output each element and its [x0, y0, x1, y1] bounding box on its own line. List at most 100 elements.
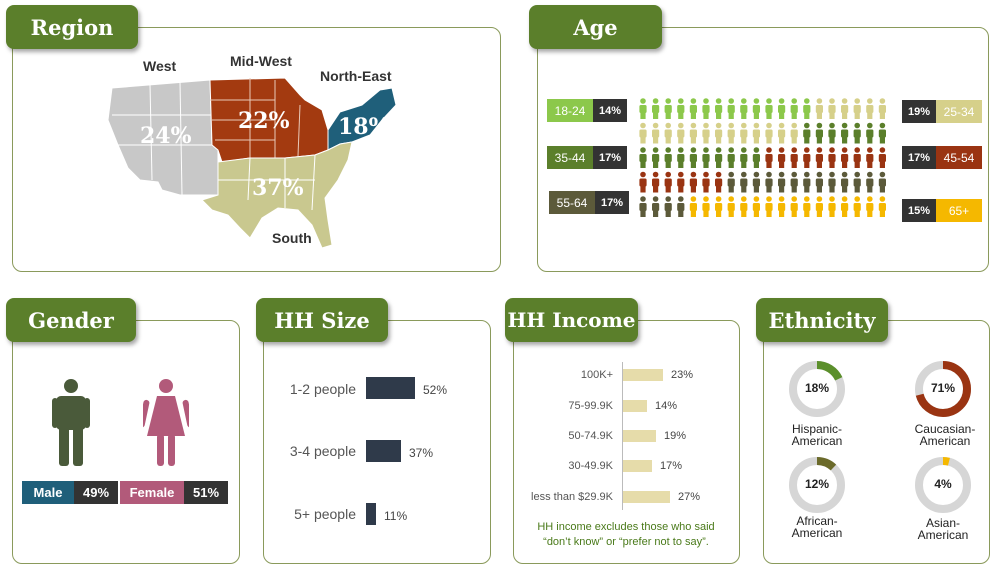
person-icon [866, 98, 874, 119]
person-icon [664, 122, 672, 144]
person-icon [778, 196, 786, 217]
age-label-55-64: 55-64 17% [549, 191, 629, 214]
region-west-name: West [143, 58, 177, 74]
person-icon [639, 171, 647, 193]
person-icon [853, 171, 861, 193]
donut-slice [915, 361, 971, 417]
person-icon [740, 147, 748, 168]
person-icon [652, 196, 660, 217]
person-icon [815, 171, 823, 193]
gender-female-badge: Female 51% [120, 481, 228, 504]
person-icon [677, 196, 685, 217]
ethnicity-label-2-line2: American [791, 526, 843, 540]
age-label-65plus: 15% 65+ [902, 199, 982, 222]
person-icon [677, 98, 685, 119]
region-title: Region [6, 5, 138, 49]
person-icon [841, 122, 849, 144]
hh-income-value-1: 14% [655, 400, 678, 412]
age-25-34-range: 25-34 [936, 100, 982, 123]
person-icon [740, 196, 748, 217]
person-icon [639, 122, 647, 144]
person-icon [740, 171, 748, 193]
person-icon [689, 122, 697, 144]
person-icon [752, 122, 760, 144]
person-icon [841, 98, 849, 119]
hh-income-note-line2: “don’t know” or “prefer not to say”. [543, 536, 709, 548]
person-icon [727, 122, 735, 144]
person-icon [752, 147, 760, 168]
region-midwest-pct: 22% [238, 108, 290, 134]
person-icon [841, 171, 849, 193]
age-title: Age [529, 5, 662, 49]
donut-asian [915, 457, 971, 513]
hh-income-title: HH Income [505, 298, 638, 342]
person-icon [765, 98, 773, 119]
person-icon [664, 98, 672, 119]
hh-income-value-3: 17% [660, 460, 683, 472]
male-icon [52, 379, 90, 466]
person-icon [815, 147, 823, 168]
age-18-24-range: 18-24 [547, 99, 593, 122]
hh-income-label-4: less than $29.9K [531, 491, 613, 503]
hh-income-panel [513, 320, 740, 564]
person-icon [866, 147, 874, 168]
gender-title: Gender [6, 298, 136, 342]
hh-size-bar-2 [366, 503, 376, 525]
person-icon [740, 98, 748, 119]
person-icon [790, 196, 798, 217]
female-label: Female [120, 481, 184, 504]
person-icon [828, 122, 836, 144]
person-icon [715, 122, 723, 144]
person-icon [652, 171, 660, 193]
person-icon [715, 196, 723, 217]
ethnicity-label-2: African- American [772, 515, 862, 539]
person-icon [803, 171, 811, 193]
person-icon [765, 196, 773, 217]
hh-size-value-2: 11% [384, 509, 408, 523]
person-icon [677, 171, 685, 193]
donut-hispanic [789, 361, 845, 417]
hh-income-label-0: 100K+ [580, 369, 613, 381]
person-icon [815, 196, 823, 217]
person-icon [752, 196, 760, 217]
hh-income-note: HH income excludes those who said “don’t… [520, 520, 732, 550]
ethnicity-label-0-line1: Hispanic- [791, 422, 842, 436]
person-icon [727, 98, 735, 119]
person-icon [652, 147, 660, 168]
person-icon [815, 98, 823, 119]
person-icon [689, 98, 697, 119]
person-icon [878, 147, 886, 168]
ethnicity-pct-3: 4% [934, 477, 952, 491]
ethnicity-label-1-line1: Caucasian- [914, 422, 976, 436]
hh-size-label-0: 1-2 people [289, 381, 356, 397]
male-pct: 49% [74, 481, 118, 504]
region-south-pct: 37% [252, 175, 304, 201]
age-18-24-pct: 14% [593, 99, 627, 122]
hh-income-axis [622, 362, 623, 510]
ethnicity-label-0-line2: American [791, 434, 843, 448]
ethnicity-pct-2: 12% [804, 477, 830, 491]
hh-size-bar-1 [366, 440, 401, 462]
hh-income-value-0: 23% [671, 369, 694, 381]
person-icon [828, 147, 836, 168]
person-icon [803, 98, 811, 119]
person-icon [689, 171, 697, 193]
donut-african [789, 457, 845, 513]
person-icon [689, 147, 697, 168]
person-icon [803, 147, 811, 168]
ethnicity-label-3: Asian- American [898, 517, 988, 541]
region-west-pct: 24% [140, 123, 192, 149]
hh-income-label-3: 30-49.9K [568, 460, 613, 472]
person-icon [790, 171, 798, 193]
person-icon [878, 122, 886, 144]
person-icon [664, 196, 672, 217]
ethnicity-label-3-line2: American [917, 528, 969, 542]
age-45-54-pct: 17% [902, 146, 936, 169]
person-icon [727, 147, 735, 168]
region-northeast-pct: 18% [338, 114, 390, 140]
person-icon [702, 122, 710, 144]
person-icon [790, 122, 798, 144]
age-45-54-range: 45-54 [936, 146, 982, 169]
age-people-grid [639, 98, 886, 217]
hh-income-label-1: 75-99.9K [568, 400, 613, 412]
